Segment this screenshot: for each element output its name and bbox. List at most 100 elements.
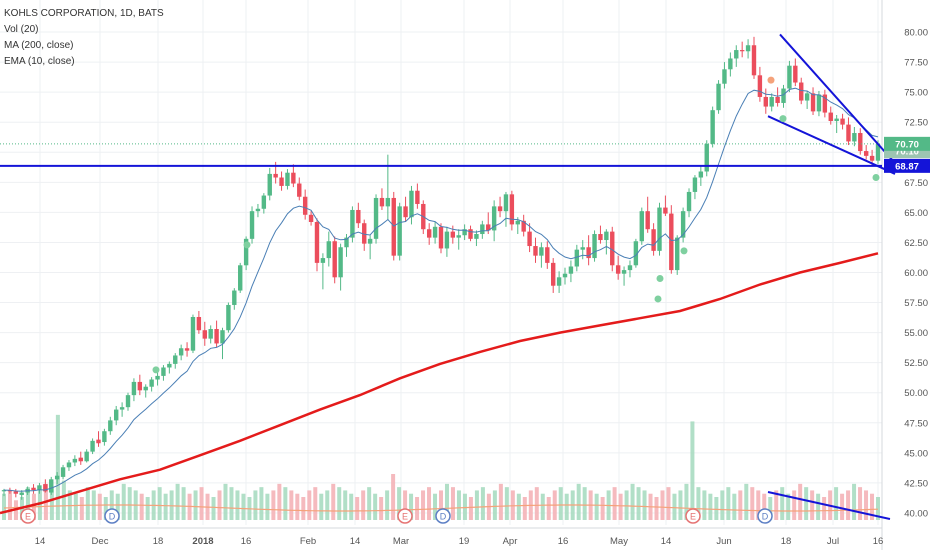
candle-body <box>308 214 314 222</box>
volume-bar <box>642 490 647 520</box>
x-tick-label: Apr <box>503 536 518 547</box>
volume-bar <box>157 487 162 520</box>
candle-body <box>320 258 326 263</box>
volume-bar <box>852 483 857 520</box>
earnings-marker[interactable]: E <box>397 508 413 524</box>
candle-body <box>397 206 402 256</box>
x-tick-label: Jul <box>827 536 839 547</box>
volume-bar <box>271 490 276 520</box>
volume-bar <box>738 490 743 520</box>
volume-bar <box>283 487 288 520</box>
volume-bar <box>55 414 60 520</box>
candle-body <box>568 266 574 274</box>
candle-body <box>326 241 331 259</box>
candle-body <box>37 485 42 491</box>
candle-body <box>208 329 213 339</box>
volume-bar <box>289 490 294 520</box>
volume-bar <box>498 483 503 520</box>
y-tick-label: 55.00 <box>904 328 928 339</box>
candle-body <box>816 94 822 112</box>
candle-body <box>19 492 24 495</box>
dividend-marker[interactable]: D <box>757 508 773 524</box>
candle-body <box>491 206 497 231</box>
candle-body <box>196 316 202 331</box>
volume-bar <box>115 493 120 520</box>
dividend-marker[interactable]: D <box>435 508 451 524</box>
volume-bar <box>714 497 719 520</box>
volume-bar <box>421 490 426 520</box>
volume-bar <box>504 487 509 520</box>
volume-bar <box>391 474 396 520</box>
x-tick-label: Mar <box>393 536 409 547</box>
volume-bar <box>355 497 360 520</box>
event-marker-label: D <box>762 512 769 522</box>
candle-body <box>645 211 650 230</box>
x-tick-label: 18 <box>153 536 164 547</box>
volume-bar <box>822 497 827 520</box>
candle-body <box>426 229 432 238</box>
candle-body <box>763 96 768 107</box>
volume-bar <box>612 487 617 520</box>
y-tick-label: 47.50 <box>904 418 928 429</box>
candle-body <box>828 112 833 121</box>
candle-body <box>728 58 733 70</box>
candle-body <box>255 208 261 212</box>
volume-bar <box>846 490 851 520</box>
volume-bar <box>385 490 390 520</box>
candle-body <box>367 238 373 244</box>
earnings-marker[interactable]: E <box>20 508 36 524</box>
candle-body <box>663 207 668 214</box>
candle-body <box>391 197 396 256</box>
x-tick-label: May <box>610 536 628 547</box>
volume-bar <box>834 487 839 520</box>
volume-bar <box>522 497 527 520</box>
candle-body <box>60 467 66 477</box>
volume-bar <box>217 490 222 520</box>
ema10-line <box>3 87 879 492</box>
y-tick-label: 62.50 <box>904 238 928 249</box>
volume-bar <box>127 487 132 520</box>
candle-body <box>379 197 385 207</box>
candle-body <box>692 177 698 192</box>
volume-bar <box>409 493 414 520</box>
volume-bar <box>97 493 102 520</box>
candle-body <box>698 171 704 178</box>
level-price-tag-bg <box>884 158 930 173</box>
earnings-marker[interactable]: E <box>685 508 701 524</box>
candle-body <box>279 177 284 186</box>
candle-body <box>804 93 810 101</box>
volume-bar <box>103 497 108 520</box>
candle-body <box>161 367 166 376</box>
candle-body <box>869 155 875 161</box>
signal-dot <box>779 115 787 123</box>
legend-ema: EMA (10, close) <box>4 56 75 67</box>
volume-bar <box>444 483 449 520</box>
candle-body <box>734 50 739 59</box>
candle-body <box>72 458 78 463</box>
volume-bar <box>666 487 671 520</box>
candle-body <box>539 247 544 256</box>
volume-bar <box>492 490 497 520</box>
y-tick-label: 40.00 <box>904 508 928 519</box>
y-tick-label: 50.00 <box>904 388 928 399</box>
volume-bar <box>433 493 438 520</box>
candle-body <box>462 229 467 236</box>
candle-body <box>297 183 302 197</box>
x-tick-label: 16 <box>873 536 884 547</box>
volume-bar <box>786 493 791 520</box>
candle-body <box>344 237 349 248</box>
dividend-marker[interactable]: D <box>104 508 120 524</box>
volume-bar <box>259 487 264 520</box>
candle-body <box>155 375 160 380</box>
wedge-upper-line <box>779 33 896 164</box>
candle-body <box>562 273 568 278</box>
candle-body <box>456 235 461 238</box>
candle-body <box>503 194 509 212</box>
candle-body <box>173 355 178 364</box>
x-tick-label: Jun <box>716 536 731 547</box>
y-tick-label: 65.00 <box>904 208 928 219</box>
candle-body <box>226 304 231 331</box>
volume-bar <box>379 497 384 520</box>
